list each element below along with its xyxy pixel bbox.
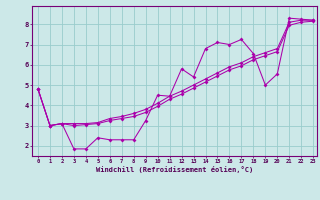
X-axis label: Windchill (Refroidissement éolien,°C): Windchill (Refroidissement éolien,°C): [96, 166, 253, 173]
